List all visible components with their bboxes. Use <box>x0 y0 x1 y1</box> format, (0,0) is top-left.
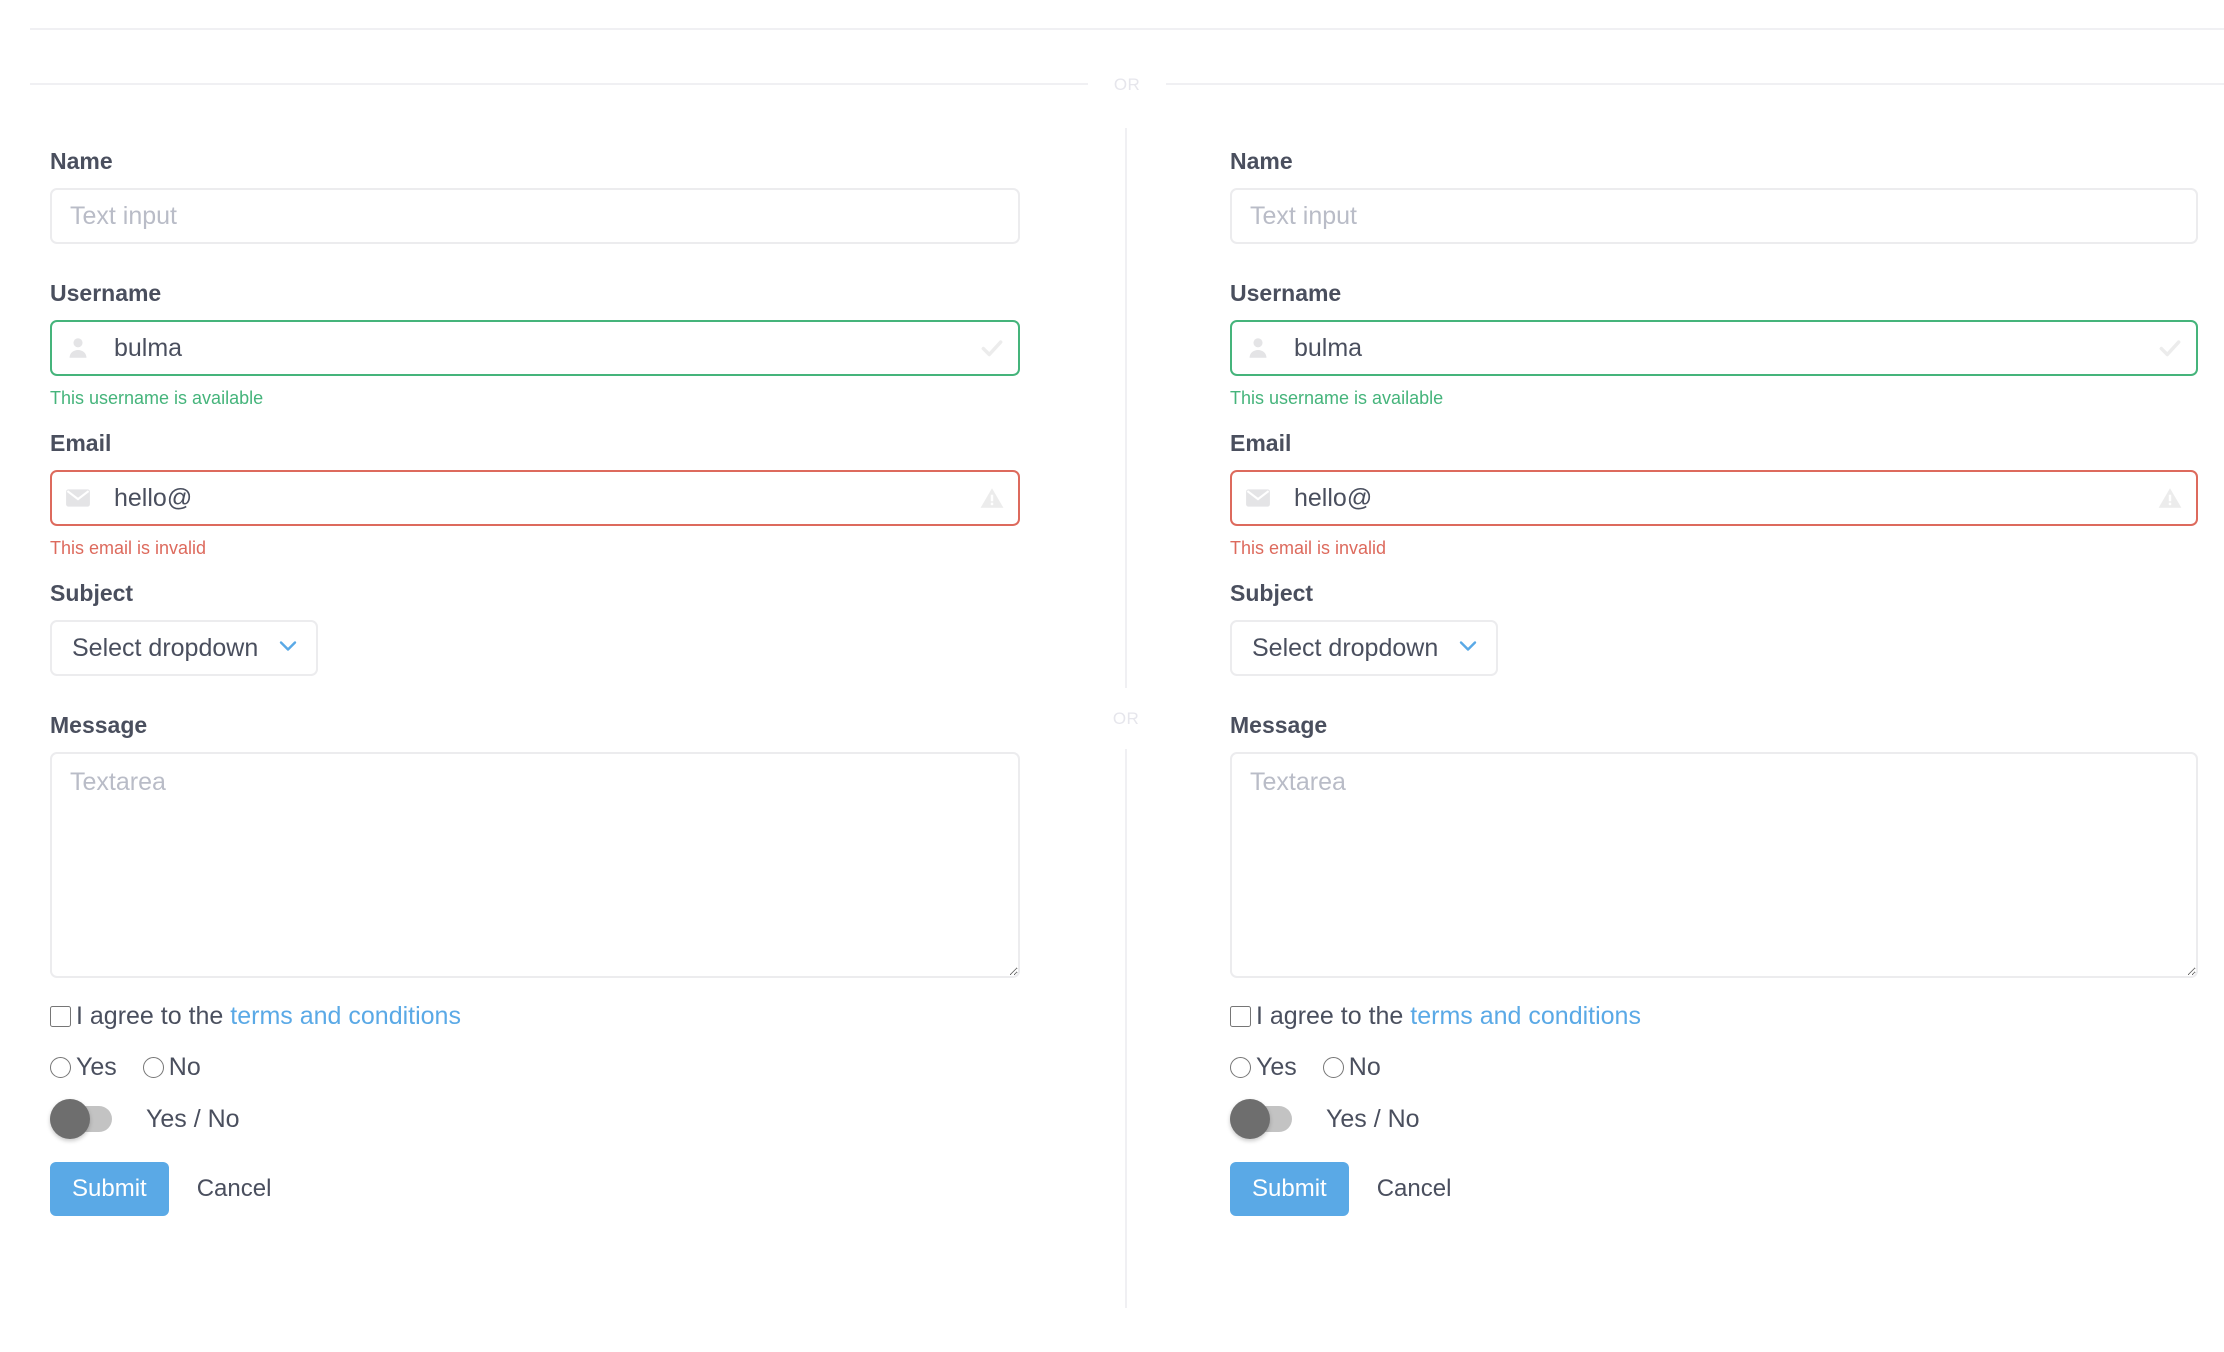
terms-checkbox-row[interactable]: I agree to the terms and conditions <box>1230 1004 2198 1029</box>
radio-yes[interactable] <box>50 1057 71 1078</box>
radio-yes-label[interactable]: Yes <box>1256 1053 1297 1081</box>
form-actions: Submit Cancel <box>1230 1162 2198 1216</box>
radio-no-label[interactable]: No <box>1348 1053 1381 1081</box>
control-message <box>1230 752 2198 978</box>
field-subject: Subject Select dropdown <box>1230 582 2198 676</box>
yes-no-switch-row[interactable]: Yes / No <box>1230 1099 2198 1139</box>
username-input[interactable] <box>1230 320 2198 376</box>
submit-button[interactable]: Submit <box>50 1162 169 1216</box>
username-input[interactable] <box>50 320 1020 376</box>
label-name: Name <box>50 148 113 174</box>
toggle-switch-knob <box>50 1099 90 1139</box>
cancel-button[interactable]: Cancel <box>179 1162 290 1216</box>
label-username: Username <box>1230 280 1342 306</box>
control-username <box>50 320 1020 376</box>
field-message: Message <box>50 714 1020 978</box>
radio-no-label[interactable]: No <box>168 1053 201 1081</box>
field-email: Email This email is invali <box>1230 432 2198 557</box>
terms-label[interactable]: I agree to the terms and conditions <box>1256 1004 1641 1029</box>
subject-select[interactable]: Select dropdown <box>50 620 319 676</box>
label-message: Message <box>1230 712 1328 738</box>
cancel-button[interactable]: Cancel <box>1359 1162 1470 1216</box>
terms-prefix-text: I agree to the <box>76 1002 231 1030</box>
terms-checkbox[interactable] <box>50 1006 71 1027</box>
yes-no-radio-row[interactable]: Yes No <box>1230 1055 2198 1080</box>
label-message: Message <box>50 712 148 738</box>
radio-yes-label[interactable]: Yes <box>76 1053 117 1081</box>
toggle-switch[interactable] <box>50 1099 112 1139</box>
radio-yes[interactable] <box>1230 1057 1251 1078</box>
label-email: Email <box>1230 430 1292 456</box>
spacer <box>1230 676 2198 714</box>
radio-item-no[interactable]: No <box>142 1053 201 1081</box>
field-message: Message <box>1230 714 2198 978</box>
divider-line-right <box>1166 83 2224 85</box>
label-subject: Subject <box>50 580 134 606</box>
email-input[interactable] <box>1230 470 2198 526</box>
horizontal-divider <box>30 28 2224 30</box>
control-message <box>50 752 1020 978</box>
control-name <box>1230 188 2198 244</box>
label-subject: Subject <box>1230 580 1314 606</box>
label-username: Username <box>50 280 162 306</box>
label-email: Email <box>50 430 112 456</box>
subject-select-value[interactable]: Select dropdown <box>1230 620 1499 676</box>
terms-prefix-text: I agree to the <box>1256 1002 1411 1030</box>
name-input[interactable] <box>1230 188 2198 244</box>
toggle-switch-label: Yes / No <box>1326 1104 1420 1133</box>
terms-and-conditions-link[interactable]: terms and conditions <box>230 1002 461 1030</box>
radio-item-no[interactable]: No <box>1322 1053 1381 1081</box>
control-email <box>1230 470 2198 526</box>
terms-label[interactable]: I agree to the terms and conditions <box>76 1004 461 1029</box>
radio-no[interactable] <box>1322 1057 1344 1078</box>
field-name: Name <box>50 150 1020 244</box>
spacer <box>1230 244 2198 282</box>
radio-no[interactable] <box>142 1057 164 1078</box>
divider-line-left <box>30 83 1088 85</box>
control-username <box>1230 320 2198 376</box>
terms-checkbox-row[interactable]: I agree to the terms and conditions <box>50 1004 1020 1029</box>
form-actions: Submit Cancel <box>50 1162 1020 1216</box>
yes-no-switch-row[interactable]: Yes / No <box>50 1099 1020 1139</box>
vertical-or-divider: OR <box>1112 128 1140 1308</box>
subject-select-value[interactable]: Select dropdown <box>50 620 319 676</box>
field-name: Name <box>1230 150 2198 244</box>
name-input[interactable] <box>50 188 1020 244</box>
control-email <box>50 470 1020 526</box>
submit-button[interactable]: Submit <box>1230 1162 1349 1216</box>
email-input[interactable] <box>50 470 1020 526</box>
toggle-switch[interactable] <box>1230 1099 1292 1139</box>
radio-item-yes[interactable]: Yes <box>1230 1055 1297 1080</box>
field-subject: Subject Select dropdown <box>50 582 1020 676</box>
username-help-text: This username is available <box>50 388 264 408</box>
field-username: Username This username is available <box>50 282 1020 407</box>
form-column-left: Name Username <box>50 150 1020 1216</box>
vertical-divider-line-bottom <box>1125 748 1127 1308</box>
horizontal-or-divider: OR <box>30 70 2224 98</box>
message-textarea[interactable] <box>1230 752 2198 978</box>
username-help-text: This username is available <box>1230 388 1444 408</box>
email-help-text: This email is invalid <box>1230 538 1387 558</box>
toggle-switch-knob <box>1230 1099 1270 1139</box>
divider-or-label: OR <box>1113 74 1141 94</box>
form-column-right: Name Username <box>1230 150 2198 1216</box>
email-help-text: This email is invalid <box>50 538 207 558</box>
spacer <box>50 676 1020 714</box>
radio-item-yes[interactable]: Yes <box>50 1055 117 1080</box>
field-email: Email This email is invali <box>50 432 1020 557</box>
label-name: Name <box>1230 148 1293 174</box>
message-textarea[interactable] <box>50 752 1020 978</box>
toggle-switch-label: Yes / No <box>146 1104 240 1133</box>
subject-select[interactable]: Select dropdown <box>1230 620 1499 676</box>
field-username: Username This username is available <box>1230 282 2198 407</box>
terms-and-conditions-link[interactable]: terms and conditions <box>1410 1002 1641 1030</box>
yes-no-radio-row[interactable]: Yes No <box>50 1055 1020 1080</box>
vertical-divider-or-label: OR <box>1112 708 1140 728</box>
control-name <box>50 188 1020 244</box>
terms-checkbox[interactable] <box>1230 1006 1251 1027</box>
spacer <box>50 244 1020 282</box>
vertical-divider-line-top <box>1125 128 1127 688</box>
